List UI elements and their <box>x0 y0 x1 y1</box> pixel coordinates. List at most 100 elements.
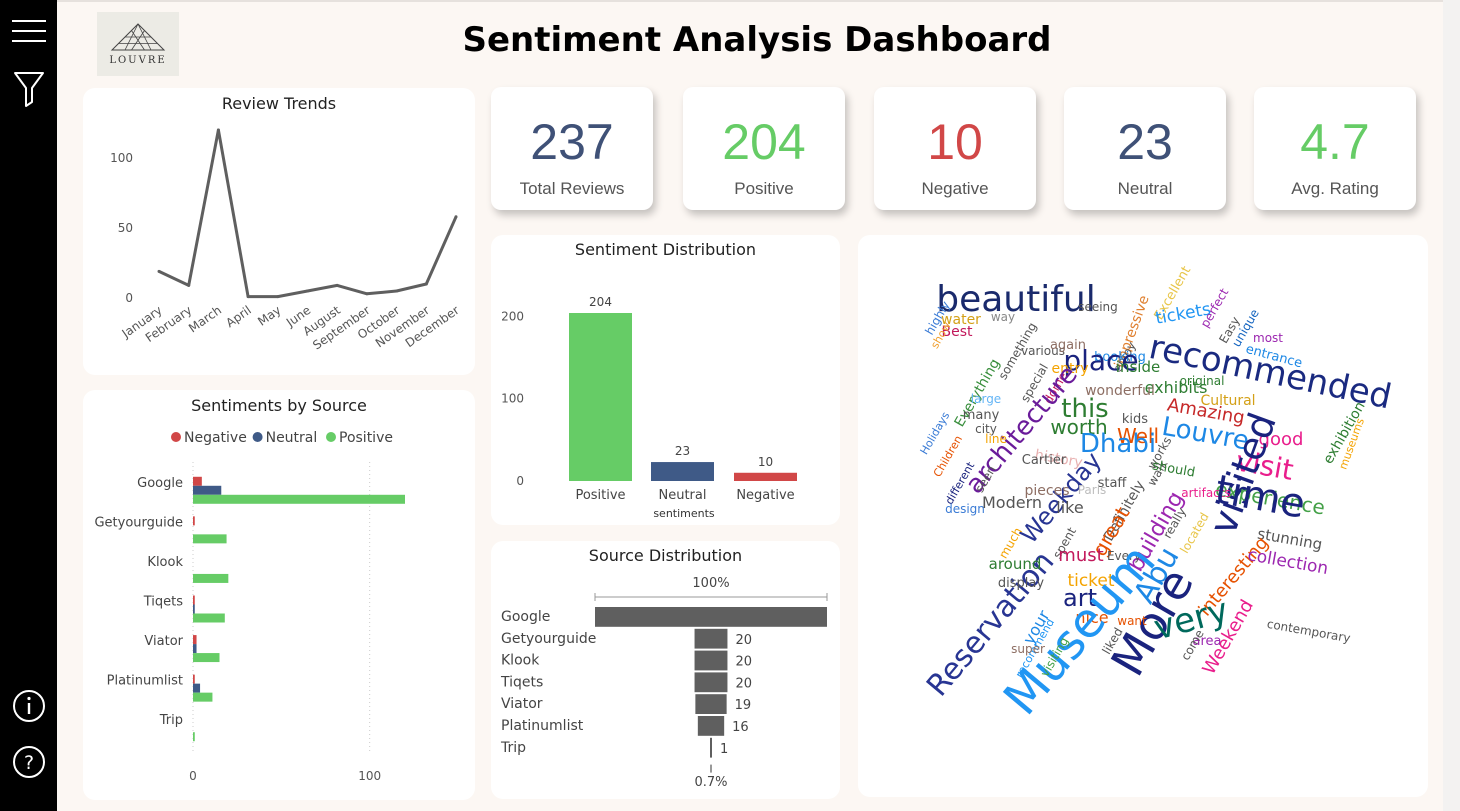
word-cloud-word: worth <box>1050 415 1107 439</box>
funnel-bar <box>694 672 728 693</box>
kpi-positive[interactable]: 204 Positive <box>683 87 845 210</box>
category-label: Platinumlist <box>501 718 584 734</box>
kpi-neutral[interactable]: 23 Neutral <box>1064 87 1226 210</box>
trend-point <box>395 289 399 293</box>
data-label: 20 <box>735 655 752 670</box>
right-scroll-strip[interactable] <box>1443 0 1460 811</box>
category-label: Google <box>137 476 183 491</box>
trend-point <box>454 215 458 219</box>
word-cloud-word: should <box>1151 458 1196 480</box>
trend-point <box>306 289 309 293</box>
pyramid-icon <box>110 23 166 51</box>
filter-funnel-icon[interactable] <box>8 68 50 110</box>
review-trends-title: Review Trends <box>221 94 337 113</box>
source-distribution-panel[interactable]: Source Distribution 100% Google Getyourgui… <box>491 541 840 799</box>
category-label: Klook <box>147 555 183 570</box>
category-label: Google <box>501 609 550 625</box>
kpi-total-reviews[interactable]: 237 Total Reviews <box>491 87 653 210</box>
category-label: Getyourguide <box>501 631 596 647</box>
word-cloud-word: good <box>1259 429 1304 450</box>
word-cloud-word: around <box>989 555 1042 573</box>
x-tick-label: May <box>255 303 283 329</box>
x-axis-title: sentiments <box>653 507 715 520</box>
category-label: Trip <box>500 740 526 756</box>
category-label: Trip <box>159 713 183 728</box>
kpi-avg-rating[interactable]: 4.7 Avg. Rating <box>1254 87 1416 210</box>
louvre-logo: LOUVRE <box>97 12 179 76</box>
word-cloud-word: entry <box>1051 361 1088 377</box>
sentiments-by-source-panel[interactable]: Sentiments by Source Negative Neutral Posi… <box>83 390 475 800</box>
bar-negative <box>193 635 197 645</box>
word-cloud-word: this <box>1061 394 1108 424</box>
word-cloud-word: Cultural <box>1200 393 1255 409</box>
funnel-bar <box>694 628 728 649</box>
top-percent-label: 100% <box>692 576 729 591</box>
kpi-label: Total Reviews <box>519 179 625 198</box>
kpi-label: Avg. Rating <box>1291 179 1379 198</box>
bar-neutral <box>193 683 201 693</box>
bar-positive <box>193 534 227 544</box>
hamburger-menu-icon[interactable] <box>8 10 50 52</box>
data-label: 16 <box>732 720 749 735</box>
kpi-value: 10 <box>927 114 983 170</box>
bar-positive <box>193 573 229 583</box>
data-label: 20 <box>735 633 752 648</box>
x-tick-label: 100 <box>358 769 381 783</box>
word-cloud-word: Dhabi <box>1080 429 1156 459</box>
word-cloud-word: staff <box>1098 476 1128 491</box>
word-cloud-word: wonderful <box>1085 383 1155 399</box>
info-icon[interactable] <box>8 685 50 727</box>
word-cloud-word: city <box>975 422 997 436</box>
word-cloud-word: water <box>941 312 981 328</box>
review-trends-panel[interactable]: Review Trends 0 50 100 January February March… <box>83 88 475 375</box>
trend-point <box>335 283 339 287</box>
source-distribution-chart: 100% Google Getyourguide 20 Klook 20 Tiqets 20 V… <box>500 576 828 790</box>
kpi-value: 4.7 <box>1300 114 1370 170</box>
word-cloud-word: Modern <box>982 493 1042 512</box>
kpi-negative[interactable]: 10 Negative <box>874 87 1036 210</box>
page-title: Sentiment Analysis Dashboard <box>462 20 1052 60</box>
kpi-label: Neutral <box>1117 179 1173 198</box>
bar-positive <box>569 313 632 481</box>
word-cloud-word: way <box>991 310 1015 324</box>
funnel-bar <box>694 650 728 671</box>
bar-positive <box>193 613 225 623</box>
data-label: 19 <box>735 698 752 713</box>
word-cloud-word: like <box>1056 498 1083 517</box>
bar-negative <box>193 595 195 605</box>
bar-negative <box>193 516 195 526</box>
word-cloud-word: exhibits <box>1145 378 1208 397</box>
word-cloud-word: display <box>998 576 1044 591</box>
word-cloud-word: nice <box>1075 608 1108 627</box>
trend-point <box>276 295 280 299</box>
sentiments-by-source-title: Sentiments by Source <box>191 396 367 415</box>
word-cloud-word: super <box>1011 642 1045 656</box>
bar-positive <box>193 692 213 702</box>
trend-point <box>246 295 250 299</box>
legend-marker <box>252 432 263 442</box>
data-label: 1 <box>720 742 728 757</box>
trend-line <box>158 128 458 299</box>
word-cloud-word: ticket <box>1067 571 1114 591</box>
word-cloud-word: Well <box>1117 424 1159 448</box>
bar-neutral <box>193 604 195 614</box>
help-question-icon[interactable]: ? <box>8 741 50 783</box>
sentiment-distribution-panel[interactable]: Sentiment Distribution 0 100 200 204 Positiv… <box>491 235 840 525</box>
trend-point <box>157 269 161 273</box>
data-label: 23 <box>675 444 690 458</box>
word-cloud-word: beautiful <box>936 279 1096 320</box>
kpi-label: Negative <box>921 179 989 198</box>
sentiment-distribution-title: Sentiment Distribution <box>574 240 757 259</box>
bar-negative <box>193 674 195 684</box>
word-cloud-word: want <box>1117 614 1147 628</box>
word-cloud-panel[interactable]: beautiful recommended highly water Best show w… <box>858 235 1428 797</box>
y-tick-label: 200 <box>501 309 524 323</box>
y-tick-label: 0 <box>516 474 524 488</box>
word-cloud-word: line <box>985 432 1007 446</box>
funnel-bar <box>710 737 712 758</box>
funnel-bar <box>697 716 725 736</box>
category-label: Tiqets <box>143 595 184 610</box>
kpi-value: 23 <box>1117 114 1173 170</box>
word-cloud-word: large <box>971 392 1001 406</box>
category-label: Tiqets <box>500 674 543 690</box>
